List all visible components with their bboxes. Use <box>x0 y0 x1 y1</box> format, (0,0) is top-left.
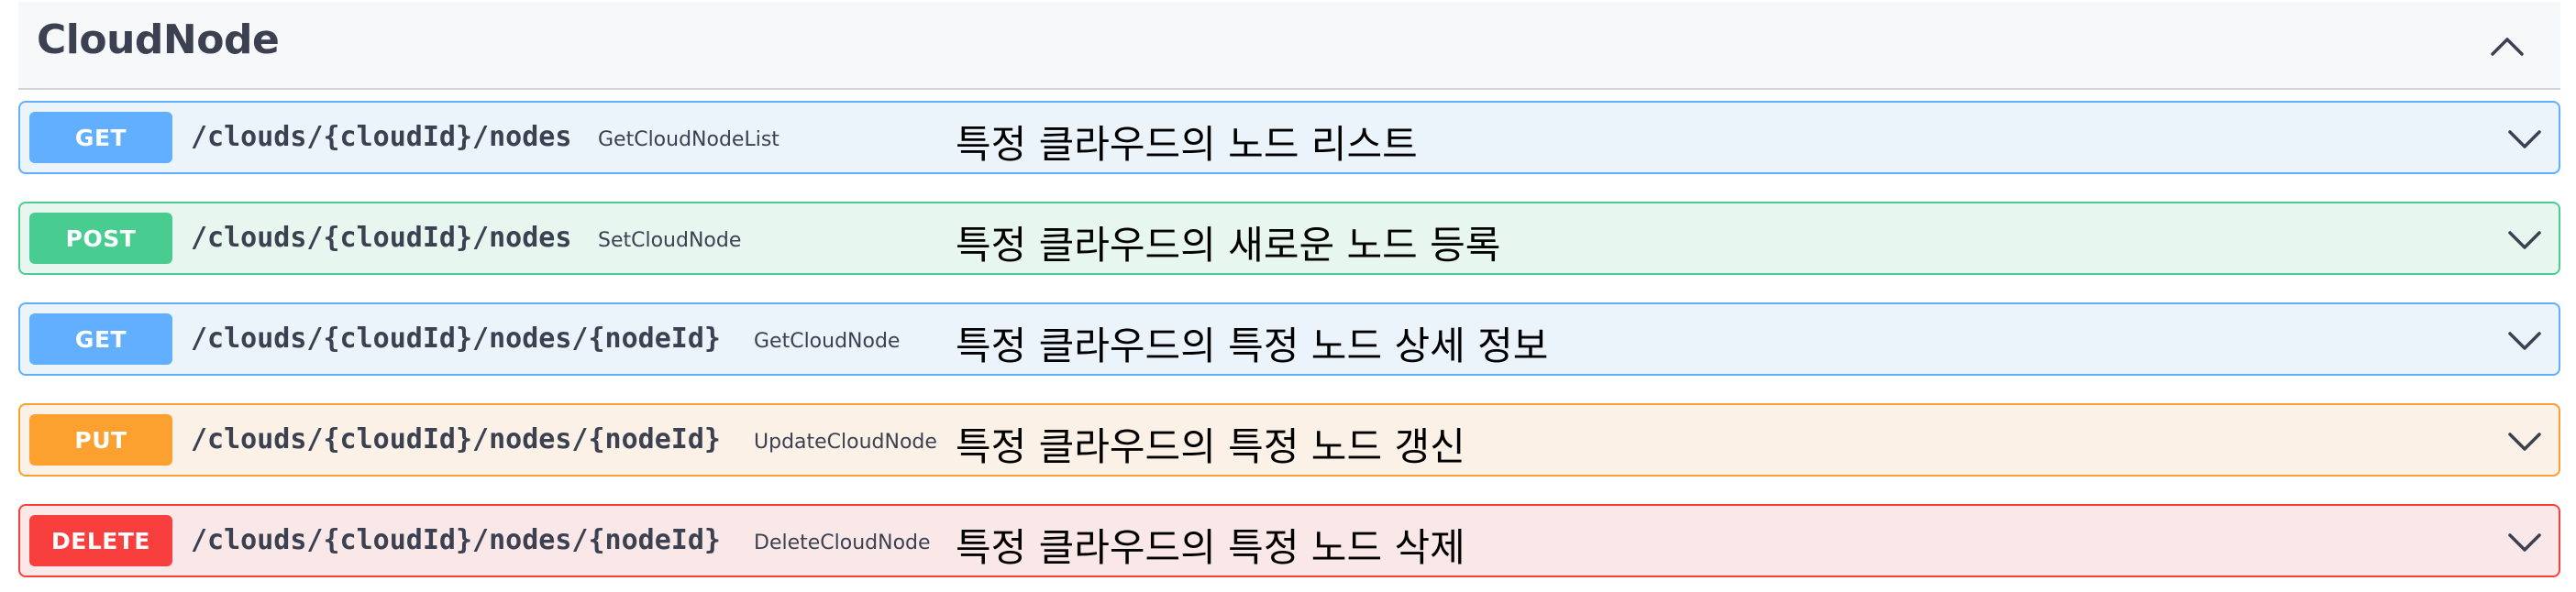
expand-button[interactable] <box>2502 522 2548 563</box>
chevron-down-icon <box>2508 433 2541 451</box>
operation-id: GetCloudNodeList <box>598 128 779 151</box>
operation-summary: 특정 클라우드의 특정 노드 삭제 <box>956 525 1465 570</box>
operation-id: UpdateCloudNode <box>754 431 937 454</box>
expand-button[interactable] <box>2502 321 2548 361</box>
chevron-down-icon <box>2508 533 2541 552</box>
chevron-down-icon <box>2508 231 2541 249</box>
chevron-down-icon <box>2508 130 2541 148</box>
operation-id: GetCloudNode <box>754 330 901 353</box>
operation-summary: 특정 클라우드의 특정 노드 상세 정보 <box>956 323 1549 368</box>
operation-get-cloud-node-list[interactable]: GET /clouds/{cloudId}/nodes GetCloudNode… <box>18 101 2560 174</box>
operation-update-cloud-node[interactable]: PUT /clouds/{cloudId}/nodes/{nodeId} Upd… <box>18 403 2560 477</box>
chevron-up-icon <box>2491 38 2524 56</box>
tag-title[interactable]: CloudNode <box>37 16 280 63</box>
method-badge: PUT <box>29 414 172 466</box>
operation-id: SetCloudNode <box>598 229 742 252</box>
operation-path: /clouds/{cloudId}/nodes <box>191 121 572 153</box>
method-badge: GET <box>29 112 172 163</box>
expand-button[interactable] <box>2502 119 2548 159</box>
operation-set-cloud-node[interactable]: POST /clouds/{cloudId}/nodes SetCloudNod… <box>18 202 2560 275</box>
operation-id: DeleteCloudNode <box>754 532 931 554</box>
method-badge: GET <box>29 313 172 365</box>
method-badge: DELETE <box>29 515 172 566</box>
operation-delete-cloud-node[interactable]: DELETE /clouds/{cloudId}/nodes/{nodeId} … <box>18 504 2560 577</box>
operation-summary: 특정 클라우드의 새로운 노드 등록 <box>956 223 1501 268</box>
operation-path: /clouds/{cloudId}/nodes/{nodeId} <box>191 323 721 355</box>
operation-summary: 특정 클라우드의 노드 리스트 <box>956 122 1418 167</box>
operation-path: /clouds/{cloudId}/nodes/{nodeId} <box>191 423 721 455</box>
operation-get-cloud-node[interactable]: GET /clouds/{cloudId}/nodes/{nodeId} Get… <box>18 302 2560 376</box>
operation-summary: 특정 클라우드의 특정 노드 갱신 <box>956 424 1465 469</box>
expand-button[interactable] <box>2502 220 2548 260</box>
tag-header[interactable]: CloudNode <box>18 2 2560 90</box>
collapse-button[interactable] <box>2482 22 2533 70</box>
operation-path: /clouds/{cloudId}/nodes/{nodeId} <box>191 524 721 556</box>
method-badge: POST <box>29 213 172 264</box>
chevron-down-icon <box>2508 332 2541 350</box>
operation-path: /clouds/{cloudId}/nodes <box>191 222 572 254</box>
expand-button[interactable] <box>2502 422 2548 462</box>
